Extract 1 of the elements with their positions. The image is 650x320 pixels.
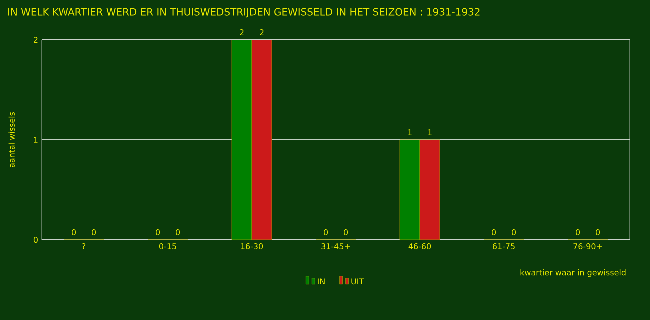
chart-title: IN WELK KWARTIER WERD ER IN THUISWEDSTRIJDEN GEWISSELD IN HET SEIZOEN : 1931-1932 [8, 8, 480, 18]
